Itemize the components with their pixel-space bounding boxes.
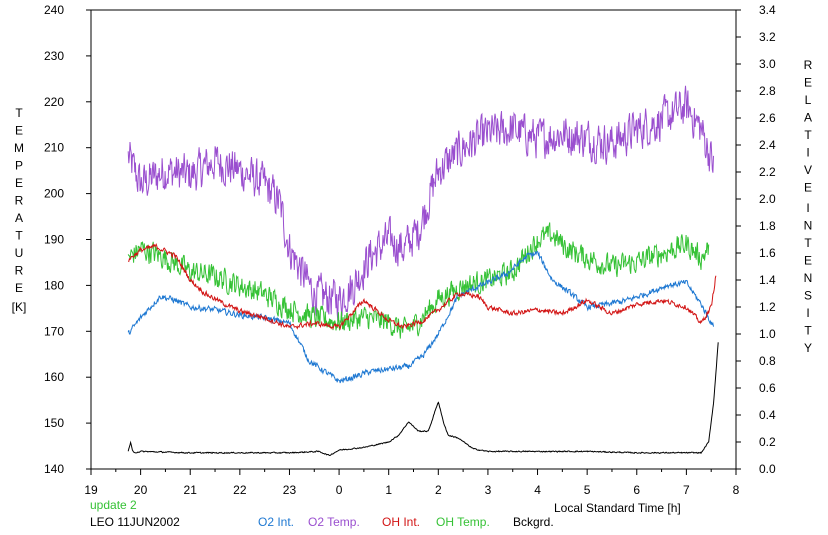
left-tick-label: 170 [44,324,64,338]
series-line-oh-temp [127,222,710,339]
right-title-letter: N [804,219,813,233]
left-title-letter: E [15,124,23,138]
right-tick-label: 0.4 [759,408,776,422]
legend-entry: OH Int. [382,515,420,529]
right-title-letter: I [806,201,809,215]
left-tick-label: 240 [44,3,64,17]
right-tick-label: 3.0 [759,57,776,71]
right-title-letter: R [804,58,813,72]
left-title-letter: R [15,264,24,278]
right-title-letter: Y [804,341,812,355]
right-tick-label: 0.6 [759,381,776,395]
series-line-o2-temp [127,85,714,321]
right-title-letter: T [804,128,812,142]
x-tick-label: 23 [283,483,297,497]
legend: O2 Int. O2 Temp. OH Int. OH Temp. Bckgrd. [258,515,554,529]
right-title-letter: N [804,271,813,285]
right-tick-label: 3.2 [759,30,776,44]
x-axis-ticks: 19 20 21 22 23 0 1 2 3 4 5 6 7 8 [84,469,740,497]
right-title-letter: S [804,289,812,303]
x-tick-label: 20 [134,483,148,497]
left-title-letter: U [15,246,24,260]
right-axis-ticks: 0.0 0.2 0.4 0.6 0.8 1.0 1.2 1.4 1.6 1.8 2.0 2.2 2.4 2… [736,3,776,476]
x-tick-label: 22 [233,483,247,497]
left-title-letter: T [15,106,23,120]
x-tick-label: 3 [485,483,492,497]
x-tick-label: 6 [633,483,640,497]
right-tick-label: 1.2 [759,300,776,314]
update-label: update 2 [90,498,137,512]
right-tick-label: 1.8 [759,219,776,233]
series-line-oh-int [127,243,717,330]
left-tick-label: 180 [44,278,64,292]
right-title-letter: E [804,181,812,195]
x-tick-label: 7 [683,483,690,497]
legend-entry: Bckgrd. [513,515,554,529]
x-axis-label: Local Standard Time [h] [554,501,681,515]
left-tick-label: 150 [44,416,64,430]
series-line-o2-int [127,250,714,384]
left-axis-unit: [K] [12,300,27,314]
left-title-letter: A [15,211,23,225]
station-date-label: LEO 11JUN2002 [90,515,180,529]
x-tick-label: 8 [733,483,740,497]
left-title-letter: T [15,229,23,243]
x-tick-label: 19 [84,483,98,497]
right-tick-label: 1.6 [759,246,776,260]
right-tick-label: 1.4 [759,273,776,287]
left-title-letter: M [14,141,24,155]
left-tick-label: 160 [44,370,64,384]
left-tick-label: 210 [44,141,64,155]
series-layer [127,85,719,457]
right-title-letter: A [804,111,812,125]
left-tick-label: 200 [44,187,64,201]
right-title-letter: V [804,163,812,177]
right-title-letter: I [806,306,809,320]
right-tick-label: 2.4 [759,138,776,152]
left-title-letter: E [15,281,23,295]
legend-entry: O2 Temp. [308,515,360,529]
right-tick-label: 2.8 [759,84,776,98]
right-tick-label: 0.0 [759,462,776,476]
legend-entry: O2 Int. [258,515,294,529]
right-tick-label: 1.0 [759,327,776,341]
right-tick-label: 2.0 [759,192,776,206]
x-tick-label: 4 [534,483,541,497]
right-tick-label: 3.4 [759,3,776,17]
series-line-bckgrd [127,342,719,457]
plot-frame [90,9,737,470]
right-title-letter: T [804,324,812,338]
x-tick-label: 2 [435,483,442,497]
right-tick-label: 0.2 [759,435,776,449]
right-tick-label: 0.8 [759,354,776,368]
legend-entry: OH Temp. [436,515,490,529]
left-title-letter: R [15,194,24,208]
x-tick-label: 1 [385,483,392,497]
left-tick-label: 190 [44,233,64,247]
right-title-letter: T [804,236,812,250]
x-tick-label: 0 [336,483,343,497]
x-tick-label: 21 [184,483,198,497]
right-title-letter: L [805,93,812,107]
x-tick-label: 5 [584,483,591,497]
right-title-letter: E [804,76,812,90]
left-tick-label: 230 [44,49,64,63]
left-tick-label: 220 [44,95,64,109]
right-title-letter: I [806,146,809,160]
left-tick-label: 140 [44,462,64,476]
left-axis-ticks: 140 150 160 170 180 190 200 210 220 230 240 [44,3,91,476]
right-title-letter: E [804,254,812,268]
left-title-letter: E [15,176,23,190]
right-tick-label: 2.6 [759,111,776,125]
left-title-letter: P [15,159,23,173]
right-tick-label: 2.2 [759,165,776,179]
